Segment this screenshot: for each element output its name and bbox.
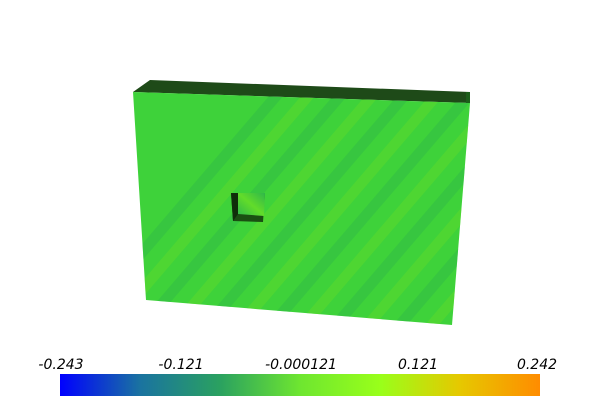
scalar-band <box>508 60 600 340</box>
scalar-band <box>133 92 314 325</box>
scalar-band <box>252 92 470 325</box>
scalar-band <box>284 92 470 325</box>
colorbar-tick-label-2: -0.000121 <box>265 357 337 373</box>
scalar-band <box>220 92 470 325</box>
3d-model-view[interactable] <box>0 0 600 340</box>
scalar-band <box>540 60 600 340</box>
slab-side-edge <box>466 92 470 103</box>
slab-front-face <box>133 92 470 325</box>
scalar-band <box>316 92 470 325</box>
colorbar-gradient <box>60 374 540 396</box>
colorbar-tick-label-0: -0.243 <box>38 357 84 373</box>
square-hole <box>231 193 265 222</box>
slab-top-edge <box>133 80 470 103</box>
scalar-band <box>156 92 410 325</box>
scalar-band <box>348 92 470 325</box>
colorbar-tick-label-1: -0.121 <box>158 357 204 373</box>
scalar-band <box>476 60 600 340</box>
scalar-band <box>133 92 346 325</box>
scalar-band <box>188 92 442 325</box>
colorbar-tick-label-4: 0.242 <box>516 357 558 373</box>
colorbar-tick-label-3: 0.121 <box>397 357 439 373</box>
scalar-band <box>380 92 470 325</box>
